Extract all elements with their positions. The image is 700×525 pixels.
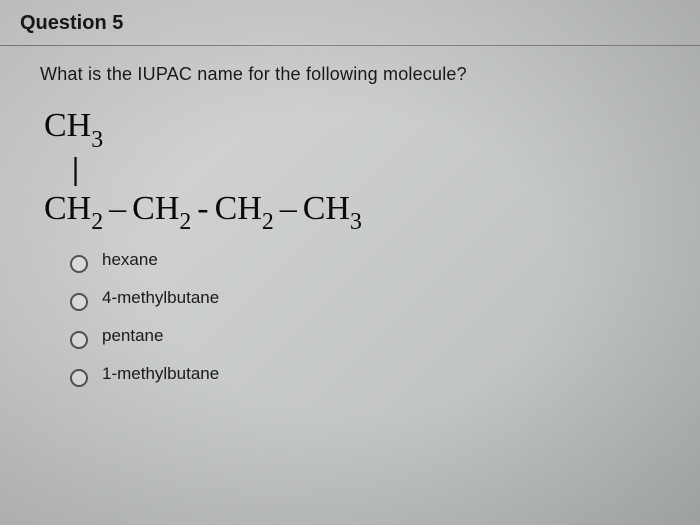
question-header: Question 5 [0,0,700,46]
option-label: pentane [102,326,163,346]
option-row[interactable]: hexane [70,254,660,274]
radio-icon[interactable] [70,255,88,273]
option-row[interactable]: 4-methylbutane [70,292,660,312]
option-row[interactable]: pentane [70,330,660,350]
question-title: Question 5 [20,12,680,35]
molecule-top-sub: 3 [91,127,103,153]
molecule-chain-row: CH2–CH2-CH2–CH3 [44,188,660,231]
answer-options: hexane 4-methylbutane pentane 1-methylbu… [40,254,660,388]
option-row[interactable]: 1-methylbutane [70,368,660,388]
option-label: 4-methylbutane [102,288,219,308]
chain-unit: CH2 [215,190,274,227]
molecule-top-row: CH3 [44,105,660,148]
radio-icon[interactable] [70,331,88,349]
bond-dash: – [274,188,303,231]
molecule-structure: CH3 | CH2–CH2-CH2–CH3 [40,105,660,230]
chain-unit: CH2 [44,190,103,227]
option-label: hexane [102,250,158,270]
chain-unit: CH2 [132,190,191,227]
question-prompt: What is the IUPAC name for the following… [40,64,660,85]
option-label: 1-methylbutane [102,364,219,384]
chain-unit: CH3 [303,190,362,227]
molecule-top-base: CH [44,107,91,144]
molecule-bond-vertical: | [44,148,660,188]
question-content: What is the IUPAC name for the following… [0,46,700,424]
bond-dash: – [103,188,132,231]
bond-dash: - [191,188,214,231]
radio-icon[interactable] [70,293,88,311]
radio-icon[interactable] [70,369,88,387]
